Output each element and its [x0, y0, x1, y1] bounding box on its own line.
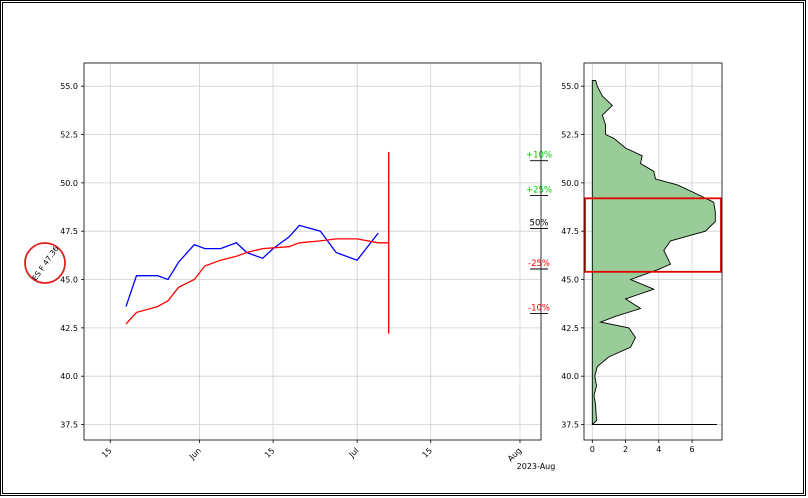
- profile-x-tick-label: 6: [690, 445, 695, 454]
- level-label-3: -25%: [528, 259, 550, 269]
- level-label-4: -10%: [528, 303, 550, 313]
- x-offset-label: 2023-Aug: [517, 462, 556, 471]
- profile-x-axis: 0 2 4 6: [590, 440, 695, 454]
- main-plot-area: [84, 63, 541, 440]
- series-line-1: [125, 238, 389, 325]
- series-line-0: [125, 224, 379, 307]
- level-labels: +10% +25% 50% -25% -10%: [526, 151, 552, 314]
- x-tick-label: 15: [100, 446, 114, 460]
- y-tick-label: 50.0: [60, 179, 78, 188]
- price-marker: ES F 47.36: [24, 242, 66, 284]
- profile-area: [591, 79, 716, 426]
- y-tick-label: 40.0: [60, 372, 78, 381]
- x-tick-label: 15: [263, 446, 277, 460]
- main-plot-border: [83, 62, 542, 441]
- level-label-1: +25%: [526, 186, 552, 196]
- main-chart: +10% +25% 50% -25% -10% 37.5 40.0 42.5 45.0 47.5…: [60, 62, 556, 471]
- profile-y-tick-label: 45.0: [561, 276, 579, 285]
- x-tick-label: Jul: [347, 446, 361, 460]
- profile-y-axis: 37.5 40.0 42.5 45.0 47.5 50.0 52.5 55.0: [561, 82, 584, 430]
- price-marker-label: ES F 47.36: [30, 244, 60, 282]
- volume-profile-chart: 37.5 40.0 42.5 45.0 47.5 50.0 52.5 55.0 0 2 4 6: [561, 62, 723, 454]
- y-tick-label: 47.5: [60, 227, 78, 236]
- profile-y-tick-label: 37.5: [561, 421, 579, 430]
- level-label-0: +10%: [526, 151, 552, 161]
- main-x-axis: 15 Jun 15 Jul 15 Aug: [100, 440, 523, 463]
- profile-x-tick-label: 2: [623, 445, 628, 454]
- profile-plot-border: [583, 62, 723, 441]
- profile-y-tick-label: 42.5: [561, 324, 579, 333]
- level-label-2: 50%: [530, 218, 549, 228]
- x-tick-label: Jun: [187, 446, 203, 462]
- x-tick-label: 15: [421, 446, 435, 460]
- y-tick-label: 37.5: [60, 421, 78, 430]
- profile-y-tick-label: 50.0: [561, 179, 579, 188]
- main-grid: [84, 63, 541, 440]
- y-tick-label: 45.0: [60, 276, 78, 285]
- y-tick-label: 55.0: [60, 82, 78, 91]
- profile-y-tick-label: 52.5: [561, 131, 579, 140]
- y-tick-label: 52.5: [60, 131, 78, 140]
- x-tick-label: Aug: [506, 446, 523, 463]
- main-series: [125, 224, 389, 325]
- profile-x-tick-label: 0: [590, 445, 595, 454]
- main-y-axis: 37.5 40.0 42.5 45.0 47.5 50.0 52.5 55.0: [60, 82, 84, 430]
- price-marker-circle: [24, 242, 66, 284]
- value-area-box: [584, 197, 722, 273]
- y-tick-label: 42.5: [60, 324, 78, 333]
- profile-y-tick-label: 47.5: [561, 227, 579, 236]
- profile-y-tick-label: 40.0: [561, 372, 579, 381]
- profile-x-tick-label: 4: [656, 445, 661, 454]
- profile-y-tick-label: 55.0: [561, 82, 579, 91]
